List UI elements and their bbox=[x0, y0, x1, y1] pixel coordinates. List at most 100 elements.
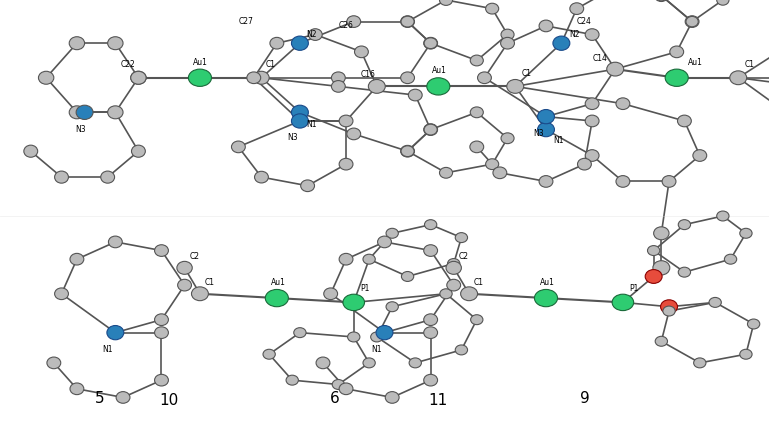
Ellipse shape bbox=[107, 326, 124, 340]
Ellipse shape bbox=[69, 106, 85, 119]
Text: 11: 11 bbox=[428, 393, 448, 408]
Ellipse shape bbox=[408, 89, 422, 101]
Text: N1: N1 bbox=[554, 136, 564, 145]
Ellipse shape bbox=[108, 327, 122, 339]
Ellipse shape bbox=[471, 314, 483, 325]
Text: N2: N2 bbox=[569, 30, 580, 39]
Text: C2: C2 bbox=[189, 252, 199, 261]
Ellipse shape bbox=[665, 69, 688, 86]
Ellipse shape bbox=[24, 145, 38, 157]
Ellipse shape bbox=[440, 168, 452, 178]
Ellipse shape bbox=[155, 327, 168, 339]
Ellipse shape bbox=[655, 336, 667, 346]
Ellipse shape bbox=[108, 106, 123, 119]
Ellipse shape bbox=[378, 236, 391, 248]
Ellipse shape bbox=[47, 357, 61, 369]
Ellipse shape bbox=[585, 98, 599, 110]
Text: C1: C1 bbox=[521, 69, 531, 78]
Text: C1: C1 bbox=[205, 278, 215, 287]
Ellipse shape bbox=[385, 391, 399, 403]
Ellipse shape bbox=[424, 38, 437, 48]
Ellipse shape bbox=[662, 175, 676, 187]
Ellipse shape bbox=[291, 36, 308, 50]
Ellipse shape bbox=[316, 357, 330, 369]
Text: N1: N1 bbox=[371, 345, 382, 354]
Ellipse shape bbox=[188, 69, 211, 86]
Ellipse shape bbox=[291, 114, 308, 128]
Ellipse shape bbox=[331, 80, 345, 92]
Ellipse shape bbox=[424, 220, 437, 230]
Ellipse shape bbox=[424, 314, 438, 326]
Ellipse shape bbox=[286, 375, 298, 385]
Ellipse shape bbox=[401, 145, 414, 157]
Ellipse shape bbox=[493, 167, 507, 179]
Ellipse shape bbox=[291, 105, 308, 119]
Ellipse shape bbox=[263, 349, 275, 359]
Ellipse shape bbox=[446, 261, 461, 274]
Ellipse shape bbox=[339, 115, 353, 127]
Ellipse shape bbox=[178, 280, 191, 291]
Ellipse shape bbox=[440, 0, 452, 5]
Text: Au1: Au1 bbox=[431, 66, 447, 75]
Ellipse shape bbox=[424, 327, 438, 339]
Ellipse shape bbox=[585, 150, 599, 161]
Ellipse shape bbox=[293, 115, 307, 127]
Text: Au1: Au1 bbox=[192, 58, 208, 67]
Ellipse shape bbox=[131, 71, 146, 84]
Ellipse shape bbox=[424, 124, 438, 136]
Ellipse shape bbox=[612, 294, 634, 311]
Ellipse shape bbox=[386, 229, 398, 238]
Ellipse shape bbox=[108, 236, 122, 248]
Ellipse shape bbox=[663, 306, 675, 316]
Text: N3: N3 bbox=[75, 125, 86, 134]
Ellipse shape bbox=[247, 72, 261, 84]
Text: N3: N3 bbox=[287, 133, 298, 142]
Ellipse shape bbox=[339, 253, 353, 265]
Ellipse shape bbox=[339, 159, 353, 170]
Ellipse shape bbox=[539, 20, 553, 32]
Ellipse shape bbox=[661, 300, 677, 314]
Ellipse shape bbox=[653, 260, 670, 275]
Ellipse shape bbox=[254, 71, 269, 84]
Ellipse shape bbox=[647, 245, 660, 256]
Ellipse shape bbox=[401, 146, 414, 156]
Ellipse shape bbox=[693, 150, 707, 161]
Ellipse shape bbox=[455, 345, 468, 355]
Ellipse shape bbox=[607, 62, 624, 76]
Ellipse shape bbox=[76, 105, 93, 119]
Ellipse shape bbox=[461, 287, 478, 301]
Ellipse shape bbox=[294, 328, 306, 338]
Ellipse shape bbox=[608, 63, 622, 75]
Ellipse shape bbox=[370, 80, 384, 92]
Ellipse shape bbox=[70, 383, 84, 395]
Ellipse shape bbox=[376, 326, 393, 340]
Ellipse shape bbox=[578, 159, 591, 170]
Ellipse shape bbox=[455, 233, 468, 243]
Ellipse shape bbox=[717, 211, 729, 221]
Text: 10: 10 bbox=[159, 393, 179, 408]
Ellipse shape bbox=[424, 38, 438, 49]
Text: C24: C24 bbox=[577, 17, 592, 26]
Ellipse shape bbox=[401, 72, 414, 84]
Ellipse shape bbox=[347, 16, 361, 28]
Ellipse shape bbox=[440, 289, 452, 299]
Ellipse shape bbox=[343, 294, 365, 311]
Ellipse shape bbox=[470, 141, 484, 153]
Ellipse shape bbox=[534, 289, 558, 307]
Ellipse shape bbox=[347, 128, 361, 140]
Ellipse shape bbox=[501, 29, 514, 40]
Ellipse shape bbox=[424, 124, 437, 135]
Text: P1: P1 bbox=[360, 284, 369, 293]
Ellipse shape bbox=[355, 46, 368, 57]
Ellipse shape bbox=[55, 171, 68, 183]
Ellipse shape bbox=[730, 71, 747, 85]
Ellipse shape bbox=[740, 229, 752, 238]
Ellipse shape bbox=[424, 374, 438, 386]
Ellipse shape bbox=[570, 3, 584, 14]
Ellipse shape bbox=[447, 280, 461, 291]
Text: C16: C16 bbox=[360, 70, 375, 79]
Ellipse shape bbox=[270, 38, 284, 49]
Ellipse shape bbox=[55, 288, 68, 300]
Ellipse shape bbox=[378, 327, 391, 339]
Ellipse shape bbox=[709, 298, 721, 308]
